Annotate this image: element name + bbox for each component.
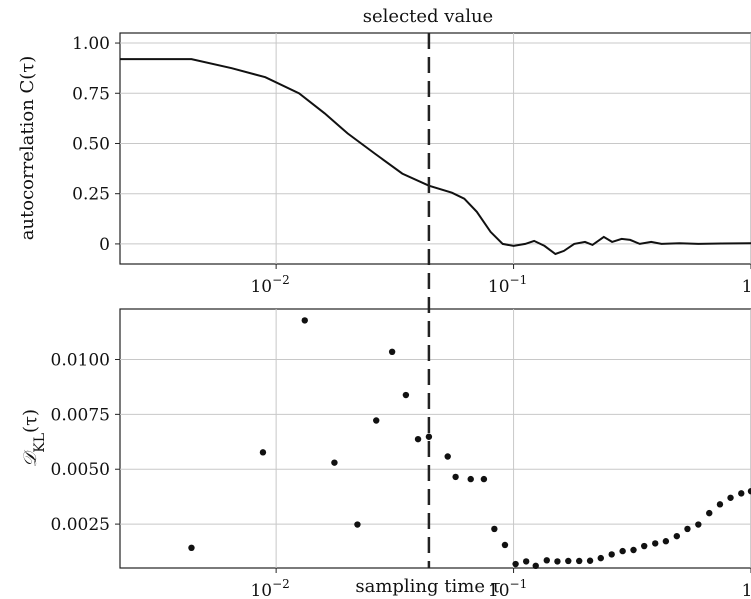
top-x-ticks: 10−2 10−1 1 [250, 264, 751, 297]
kl-point [512, 560, 519, 568]
kl-point [532, 562, 539, 570]
x-tick-exponent: −2 [272, 273, 290, 287]
x-axis-label: sampling time τ [355, 576, 500, 597]
kl-point [608, 551, 615, 558]
kl-label-sub: KL [32, 433, 48, 453]
kl-point [565, 557, 572, 565]
autocorrelation-line [120, 58, 751, 256]
kl-point [388, 348, 396, 356]
kl-point [467, 475, 474, 483]
y-tick-label: 0.0025 [51, 515, 110, 535]
kl-point [522, 558, 530, 565]
x-tick-exponent: −1 [510, 577, 528, 591]
kl-point [586, 557, 594, 564]
kl-point [543, 557, 550, 564]
kl-point [259, 449, 267, 456]
autocorrelation-plot-area [119, 32, 751, 265]
kl-point [619, 547, 626, 555]
kl-point [491, 525, 498, 533]
kl-point [706, 509, 713, 517]
kl-point [673, 532, 681, 540]
kl-point [373, 417, 380, 424]
x-tick-exponent: −1 [510, 273, 528, 287]
y-tick-label: 1.00 [72, 34, 110, 54]
y-tick-label: 0.0050 [51, 460, 110, 480]
kl-point [662, 538, 670, 545]
kl-point [480, 475, 488, 483]
x-tick-label: 1 [742, 277, 751, 297]
kl-label-main: 𝒟 [20, 449, 41, 467]
autocorrelation-y-axis-label: autocorrelation C(τ) [17, 56, 38, 241]
x-tick-label: 1 [742, 581, 751, 599]
y-tick-label: 0.0075 [51, 405, 110, 425]
kl-point [554, 558, 561, 565]
kl-point [727, 494, 734, 501]
selected-value-label: selected value [363, 6, 493, 27]
kl-point [747, 487, 751, 495]
y-tick-label: 0.25 [72, 185, 110, 205]
kl-point [444, 453, 451, 460]
kl-point [738, 490, 745, 497]
bottom-gridlines [120, 309, 751, 568]
kl-divergence-y-axis-label: 𝒟KL(τ) [20, 409, 48, 467]
kl-point [652, 540, 659, 547]
kl-point [402, 391, 410, 399]
y-tick-label: 0.75 [72, 84, 110, 104]
kl-point [597, 554, 604, 562]
kl-divergence-plot-area [119, 308, 751, 569]
kl-point [684, 525, 691, 533]
x-tick-exponent: −2 [272, 577, 290, 591]
top-gridlines [120, 33, 751, 264]
kl-point [630, 546, 637, 554]
x-tick-label: 10−1 [488, 273, 527, 297]
kl-label-tail: (τ) [20, 409, 41, 433]
y-tick-label: 0 [99, 235, 110, 255]
kl-point [354, 521, 361, 528]
kl-point [331, 459, 338, 466]
kl-point [716, 501, 724, 508]
kl-point [576, 557, 583, 565]
kl-point [641, 542, 648, 550]
kl-point [188, 544, 195, 552]
kl-point [301, 317, 308, 324]
kl-point [452, 473, 459, 481]
bottom-y-ticks: 0.0025 0.0050 0.0075 0.0100 [51, 350, 120, 535]
top-y-ticks: 0 0.25 0.50 0.75 1.00 [72, 34, 120, 255]
x-tick-label: 10−2 [250, 273, 289, 297]
kl-divergence-points [188, 317, 751, 570]
y-tick-label: 0.50 [72, 134, 110, 154]
y-tick-label: 0.0100 [51, 350, 110, 370]
kl-point [501, 541, 509, 549]
kl-point [425, 433, 433, 440]
x-tick-label: 10−2 [250, 577, 289, 599]
bottom-x-ticks: 10−2 10−1 1 [250, 568, 751, 599]
kl-point [695, 521, 702, 528]
kl-point [414, 435, 422, 443]
